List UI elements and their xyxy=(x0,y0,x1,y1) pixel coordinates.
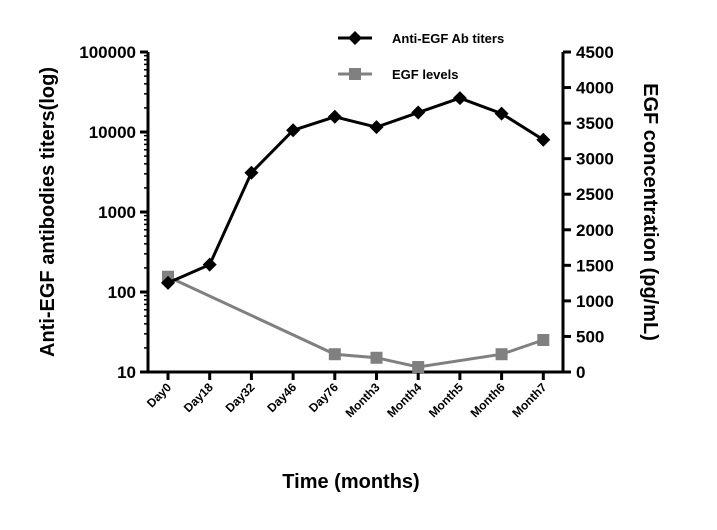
data-point xyxy=(537,334,550,346)
y-right-tick-label: 4000 xyxy=(576,79,614,98)
x-tick-label: Day76 xyxy=(306,380,341,415)
data-point xyxy=(327,109,342,124)
y-left-tick-label: 10000 xyxy=(89,123,136,142)
y-right-tick-label: 3500 xyxy=(576,114,614,133)
x-tick-label: Day18 xyxy=(181,380,216,415)
y-left-tick-label: 10 xyxy=(117,363,136,382)
legend-marker xyxy=(349,68,361,80)
y-axis-left-title: Anti-EGF antibodies titers(log) xyxy=(37,67,59,357)
data-point xyxy=(412,361,425,374)
y-left-tick-label: 1000 xyxy=(98,203,136,222)
legend: Anti-EGF Ab titers EGF levels xyxy=(338,31,504,82)
y-right-tick-label: 4500 xyxy=(576,43,614,62)
x-tick-label: Month5 xyxy=(426,380,466,420)
y-axis-right-title: EGF concentration (pg/mL) xyxy=(639,83,661,341)
data-point xyxy=(536,132,551,147)
legend-label: Anti-EGF Ab titers xyxy=(392,31,504,46)
y-right-tick-label: 2500 xyxy=(576,185,614,204)
y-right-tick-label: 1000 xyxy=(576,292,614,311)
legend-item: Anti-EGF Ab titers xyxy=(338,31,504,46)
legend-marker xyxy=(348,31,362,45)
y-right-tick-label: 2000 xyxy=(576,221,614,240)
series-line xyxy=(167,96,545,285)
series-anti-egf-ab-titers xyxy=(161,91,551,290)
legend-label: EGF levels xyxy=(392,67,458,82)
y-right-tick-label: 3000 xyxy=(576,150,614,169)
x-tick-label: Month7 xyxy=(509,380,549,420)
x-tick-label: Month3 xyxy=(343,380,383,420)
data-point xyxy=(328,348,341,361)
x-tick-label: Month4 xyxy=(384,380,424,420)
series-layer xyxy=(161,91,551,374)
data-point xyxy=(411,105,426,120)
data-point xyxy=(370,351,383,364)
y-left-tick-label: 100 xyxy=(108,283,136,302)
data-point xyxy=(161,275,175,290)
x-tick-label: Day46 xyxy=(264,380,299,415)
data-point xyxy=(369,120,384,135)
x-axis-title: Time (months) xyxy=(282,471,419,493)
y-right-tick-label: 0 xyxy=(576,363,585,382)
x-tick-label: Day0 xyxy=(144,380,174,410)
data-point xyxy=(244,165,259,180)
legend-item: EGF levels xyxy=(338,67,458,82)
data-point xyxy=(494,106,509,121)
y-right-tick-label: 1500 xyxy=(576,256,614,275)
data-point xyxy=(202,257,217,272)
y-left-tick-label: 100000 xyxy=(79,43,136,62)
data-point xyxy=(495,348,508,361)
x-tick-label: Month6 xyxy=(468,380,508,420)
data-point xyxy=(286,123,301,138)
series-line xyxy=(167,275,544,369)
axes: 10 100 1000 10000 100000 0 500 1000 1500 2000 2500… xyxy=(79,43,614,420)
x-tick-label: Day32 xyxy=(223,380,258,415)
data-point xyxy=(452,91,467,106)
y-right-tick-label: 500 xyxy=(576,327,604,346)
series-egf-levels xyxy=(162,270,550,374)
